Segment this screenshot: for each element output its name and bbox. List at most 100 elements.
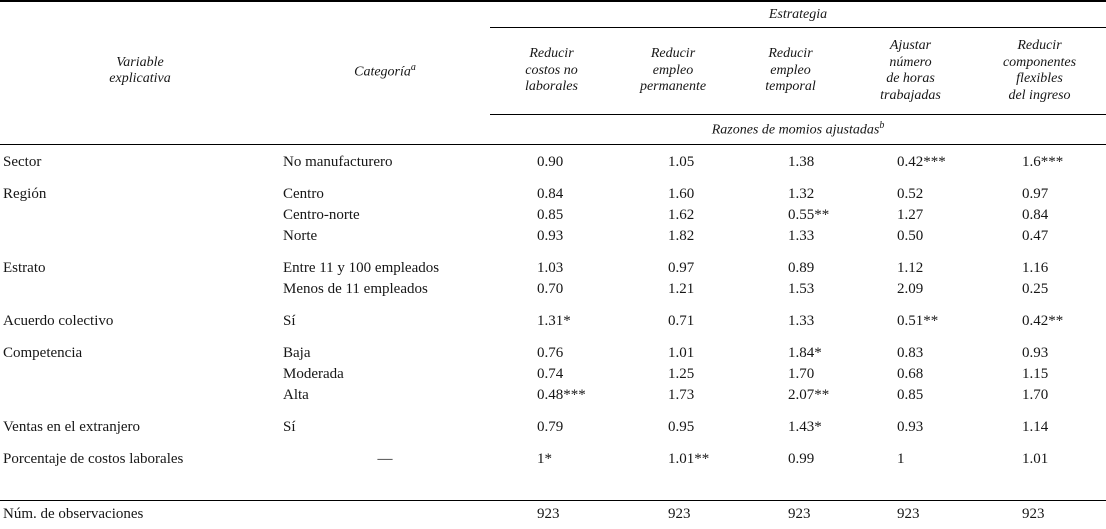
table-row: Región Centro 0.84 1.60 1.32 0.52 0.97: [0, 184, 1106, 205]
value-cell: 0.93: [537, 227, 564, 244]
variable-cell: Porcentaje de costos laborales: [3, 450, 184, 467]
subheader-spacer: [0, 114, 490, 144]
value-cell: 0.52: [897, 185, 924, 202]
footer-value-cell: 923: [897, 505, 920, 522]
table-group: Ventas en el extranjero Sí 0.79 0.95 1.43* 0.…: [0, 417, 1106, 438]
variable-cell: Región: [3, 185, 47, 202]
table-header: Estrategia Variable explicativa Categorí…: [0, 2, 1106, 145]
value-cell: 1*: [537, 450, 552, 467]
value-cell: 0.89: [788, 259, 815, 276]
category-cell: Sí: [283, 312, 296, 329]
category-cell: Centro-norte: [283, 206, 360, 223]
value-cell: 0.85: [537, 206, 564, 223]
variable-cell: [0, 385, 280, 406]
value-cell: 1.33: [788, 227, 815, 244]
value-cell: 2.07**: [788, 386, 830, 403]
table-row: Menos de 11 empleados 0.70 1.21 1.53 2.09 0.2…: [0, 279, 1106, 300]
column-header-strategy-line: laborales: [525, 79, 578, 95]
column-header-strategy-line: Reducir: [1017, 38, 1062, 53]
variable-cell: Sector: [3, 153, 42, 170]
categoria-footnote-marker: a: [410, 62, 416, 74]
value-cell: 1.14: [1022, 418, 1049, 435]
column-header-strategy-line: Reducir: [650, 46, 696, 62]
value-cell: 1.73: [668, 386, 695, 403]
value-cell: 1.62: [668, 206, 695, 223]
table-row: Porcentaje de costos laborales — 1* 1.01** 0…: [0, 449, 1106, 470]
column-header-strategy: Reducir componentes flexibles del ingreso: [973, 38, 1106, 104]
column-header-variable: Variable explicativa: [0, 55, 280, 88]
variable-cell: Acuerdo colectivo: [3, 312, 114, 329]
subheader-footnote-marker: b: [879, 120, 885, 131]
group-header-row: Estrategia: [0, 2, 1106, 28]
table-row: Ventas en el extranjero Sí 0.79 0.95 1.43* 0.…: [0, 417, 1106, 438]
value-cell: 0.97: [1022, 185, 1049, 202]
value-cell: 1.01: [668, 344, 695, 361]
value-cell: 0.97: [668, 259, 695, 276]
table-row: Acuerdo colectivo Sí 1.31* 0.71 1.33 0.51** 0.…: [0, 311, 1106, 332]
column-header-strategy-line: número: [889, 54, 932, 70]
value-cell: 1: [897, 450, 905, 467]
value-cell: 1.01: [1022, 450, 1049, 467]
column-header-strategy-line: permanente: [639, 79, 707, 95]
value-cell: 1.25: [668, 365, 695, 382]
value-cell: 0.84: [1022, 206, 1049, 223]
footer-value-cell: 923: [788, 505, 811, 522]
table-group: Acuerdo colectivo Sí 1.31* 0.71 1.33 0.51** 0.…: [0, 311, 1106, 332]
value-cell: 1.21: [668, 280, 695, 297]
value-cell: 1.15: [1022, 365, 1049, 382]
subheader-label: Razones de momios ajustadas: [711, 122, 880, 138]
value-cell: 1.70: [788, 365, 815, 382]
value-cell: 0.76: [537, 344, 564, 361]
value-cell: 1.82: [668, 227, 695, 244]
column-header-strategy-line: temporal: [765, 79, 816, 95]
column-header-strategy: Reducir costos no laborales: [490, 46, 613, 96]
column-header-strategy-line: flexibles: [1016, 71, 1063, 86]
column-header-strategy-line: Reducir: [768, 46, 813, 62]
column-header-strategy: Reducir empleo permanente: [613, 46, 733, 96]
column-header-strategy: Reducir empleo temporal: [733, 46, 848, 96]
value-cell: 0.84: [537, 185, 564, 202]
table-row: Sector No manufacturero 0.90 1.05 1.38 0.42**…: [0, 152, 1106, 173]
table-group: Sector No manufacturero 0.90 1.05 1.38 0.42**…: [0, 152, 1106, 173]
value-cell: 0.93: [897, 418, 924, 435]
value-cell: 1.53: [788, 280, 815, 297]
variable-cell: [0, 279, 280, 300]
table-group: Competencia Baja 0.76 1.01 1.84* 0.83 0.93 Mode…: [0, 343, 1106, 406]
category-cell: Menos de 11 empleados: [283, 280, 428, 297]
table-body: Sector No manufacturero 0.90 1.05 1.38 0.42**…: [0, 145, 1106, 500]
value-cell: 1.6***: [1022, 153, 1064, 170]
group-header-estrategia: Estrategia: [490, 2, 1106, 28]
column-header-strategy-line: Reducir: [529, 46, 574, 62]
table-row: Centro-norte 0.85 1.62 0.55** 1.27 0.84: [0, 205, 1106, 226]
value-cell: 1.60: [668, 185, 695, 202]
value-cell: 1.05: [668, 153, 695, 170]
column-header-strategy-line: empleo: [770, 62, 811, 78]
value-cell: 0.90: [537, 153, 564, 170]
value-cell: 2.09: [897, 280, 924, 297]
group-header-spacer: [0, 2, 490, 28]
value-cell: 0.93: [1022, 344, 1049, 361]
value-cell: 0.55**: [788, 206, 830, 223]
variable-cell: [0, 364, 280, 385]
footer-value-cell: 923: [668, 505, 691, 522]
value-cell: 1.03: [537, 259, 564, 276]
value-cell: 1.27: [897, 206, 924, 223]
value-cell: 0.48***: [537, 386, 586, 403]
category-cell: Moderada: [283, 365, 344, 382]
footer-category-spacer: [280, 504, 490, 525]
footer-label: Núm. de observaciones: [3, 505, 144, 522]
value-cell: 0.42***: [897, 153, 946, 170]
value-cell: 1.12: [897, 259, 924, 276]
value-cell: 0.95: [668, 418, 695, 435]
subheader-row: Razones de momios ajustadasb: [0, 114, 1106, 144]
footer-row: Núm. de observaciones 923 923 923 923 923: [0, 504, 1106, 525]
variable-cell: [0, 226, 280, 247]
column-header-strategy-line: Ajustar: [889, 38, 932, 53]
footer-value-cell: 923: [537, 505, 560, 522]
value-cell: 0.50: [897, 227, 924, 244]
value-cell: 0.85: [897, 386, 924, 403]
value-cell: 0.68: [897, 365, 924, 382]
column-header-strategy-line: del ingreso: [1008, 87, 1071, 103]
table-row: Competencia Baja 0.76 1.01 1.84* 0.83 0.93: [0, 343, 1106, 364]
